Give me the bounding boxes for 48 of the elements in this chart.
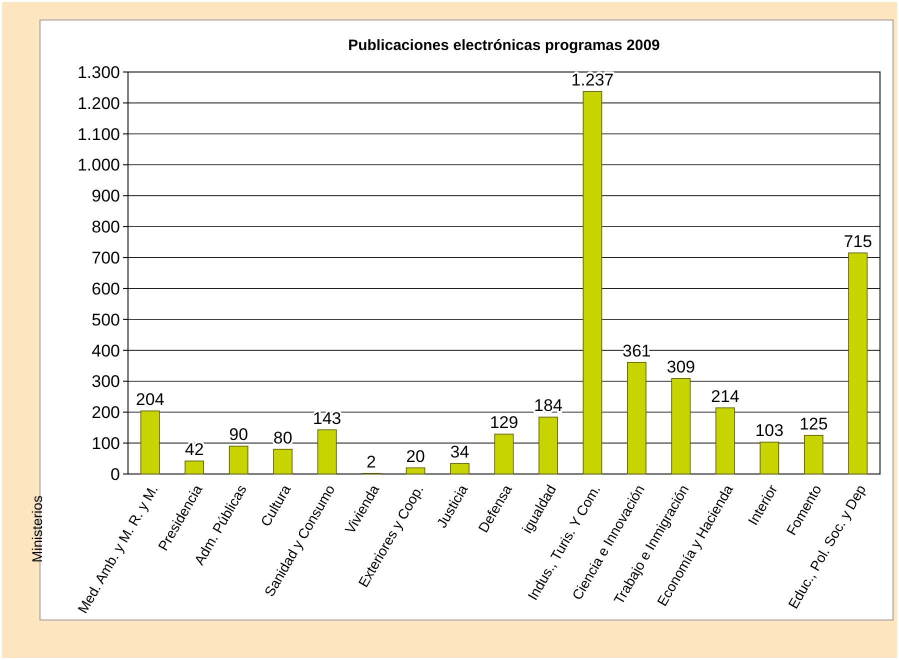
y-tick-label: 800 (92, 218, 120, 237)
bar (317, 429, 337, 474)
y-tick-label: 1.100 (77, 124, 120, 144)
data-label: 309 (666, 357, 696, 376)
bar (450, 463, 470, 474)
y-axis-title: Ministerios (29, 496, 45, 562)
data-label: 715 (844, 232, 872, 251)
data-label: 214 (710, 386, 740, 406)
data-label: 204 (136, 390, 164, 409)
data-label: 80 (273, 428, 292, 448)
bar (406, 467, 426, 474)
bar (804, 434, 824, 474)
data-label: 42 (184, 440, 204, 460)
y-tick-label: 600 (92, 279, 120, 298)
data-label: 103 (755, 421, 784, 440)
chart-title: Publicaciones electrónicas programas 2009 (348, 37, 660, 54)
data-label: 129 (490, 413, 518, 432)
y-tick-label: 1.000 (77, 156, 120, 175)
bar (848, 252, 868, 474)
bar (582, 91, 602, 474)
bar (273, 448, 293, 474)
y-tick-label: 100 (92, 434, 120, 454)
bar (671, 378, 691, 474)
bar (627, 362, 646, 474)
y-tick-label: 700 (92, 248, 120, 268)
data-label: 143 (312, 408, 342, 428)
y-tick-label: 1.200 (77, 94, 120, 113)
data-label: 2 (366, 452, 376, 472)
bar (715, 407, 735, 474)
data-label: 125 (799, 414, 828, 434)
y-tick-label: 500 (92, 310, 120, 330)
data-label: 1.237 (571, 70, 614, 90)
y-tick-label: 0 (110, 464, 120, 484)
bar (228, 446, 248, 474)
bar (538, 416, 558, 474)
bar (184, 460, 204, 474)
data-label: 184 (534, 396, 562, 416)
y-tick-label: 300 (92, 372, 120, 392)
bar (760, 442, 780, 474)
y-tick-label: 400 (92, 341, 120, 360)
y-tick-label: 200 (92, 403, 120, 422)
data-label: 20 (406, 446, 425, 466)
bar (494, 434, 514, 474)
data-label: 34 (450, 442, 470, 462)
y-tick-label: 1.300 (77, 62, 120, 82)
data-label: 90 (229, 425, 248, 444)
bar (140, 410, 160, 474)
y-tick-label: 900 (92, 186, 120, 206)
